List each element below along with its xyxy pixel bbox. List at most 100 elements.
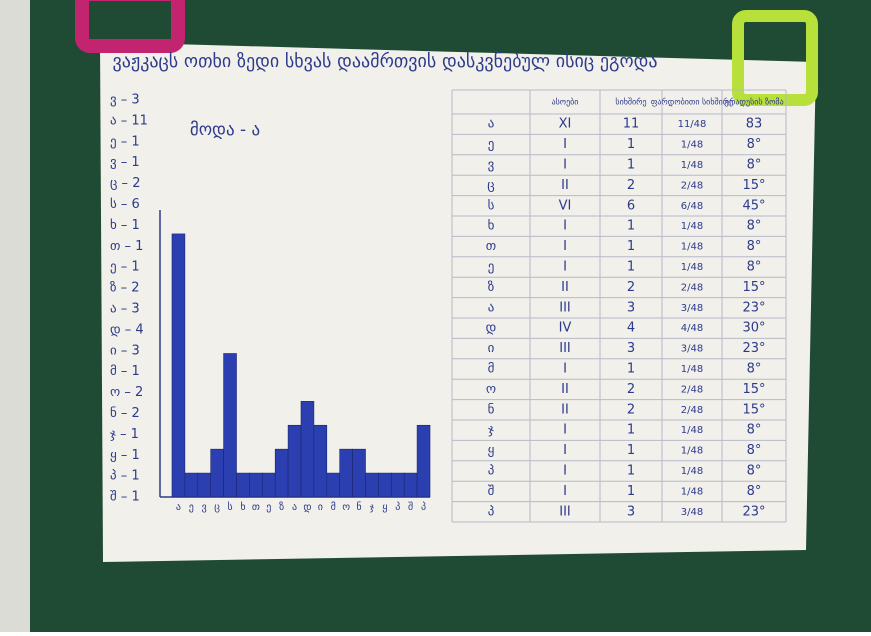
x-tick-label: შ [408, 501, 413, 513]
table-cell: 2 [627, 178, 635, 193]
table-cell: 8° [747, 464, 762, 479]
table-cell: III [559, 300, 571, 315]
table-header: ასოები [552, 97, 579, 107]
poster-title: ვაჟკაცს ოთხი ზედი სხვას დაამრთვის დასკვნ… [113, 51, 658, 72]
count-label: ე – 1 [110, 134, 140, 149]
bar [261, 472, 276, 498]
table-cell: 2 [627, 280, 635, 295]
table-cell: 8° [747, 260, 762, 275]
count-label: ა – 11 [110, 113, 148, 128]
chart: ვ – 3 ა – 11 ე – 1 ვ – 1 ც – 2 ს – 6 ხ – 1 თ – … [110, 93, 431, 513]
bar [274, 448, 289, 498]
table-cell: 3 [627, 300, 635, 315]
x-tick-label: ყ [382, 502, 387, 513]
table-cell: 2/48 [681, 405, 703, 416]
table-cell: 15° [742, 382, 765, 397]
table-cell: ა [488, 117, 495, 132]
table-cell: 1 [627, 362, 635, 377]
table-cell: III [559, 504, 571, 519]
table-cell: I [563, 484, 567, 499]
count-label: ა – 3 [110, 302, 140, 317]
count-label: ყ – 1 [110, 448, 140, 463]
table-cell: თ [486, 239, 496, 254]
table-cell: 8° [747, 158, 762, 173]
x-tick-label: ც [214, 502, 220, 513]
bar [390, 472, 405, 498]
x-tick-label: ა [292, 502, 297, 513]
table-cell: ე [488, 260, 495, 275]
table-cell: 11 [623, 117, 640, 132]
table-cell: 1 [627, 158, 635, 173]
table-cell: 4/48 [681, 323, 703, 334]
table-cell: ე [488, 137, 495, 152]
bar [171, 233, 186, 498]
count-label: შ – 1 [110, 490, 140, 505]
table-cell: 3 [627, 341, 635, 356]
bar [223, 353, 237, 498]
table-cell: პ [488, 504, 495, 519]
table-cell: 8° [747, 362, 762, 377]
table-cell: 1/48 [681, 466, 703, 477]
table-cell: 8° [747, 137, 762, 152]
bar [300, 401, 315, 498]
table-cell: 2 [627, 382, 635, 397]
table-cell: 1 [627, 423, 635, 438]
bar [210, 448, 224, 498]
x-tick-label: ო [342, 502, 350, 513]
x-tick-label: ა [176, 502, 181, 513]
table-cell: 1 [627, 443, 635, 458]
count-label: ს – 6 [110, 197, 140, 212]
table-cell: 23° [742, 341, 765, 356]
table-cell: 6 [627, 198, 635, 213]
table-cell: ყ [488, 443, 495, 458]
table-cell: ა [488, 300, 495, 315]
table-cell: 2/48 [681, 180, 703, 191]
table-cell: I [563, 423, 567, 438]
table-cell: ნ [488, 402, 495, 417]
table-header: გრადუსის ზომა [724, 97, 783, 107]
table-cell: 3 [627, 504, 635, 519]
table-cell: 1/48 [681, 262, 703, 273]
table-cell: 83 [746, 117, 763, 132]
table-cell: 8° [747, 484, 762, 499]
table-cell: ჯ [488, 423, 494, 438]
table-cell: ზ [488, 280, 495, 295]
table-cell: ი [488, 341, 495, 356]
x-tick-label: დ [303, 502, 311, 513]
chart-title: მოდა - ა [190, 120, 260, 140]
table-cell: მ [488, 362, 495, 377]
x-tick-label: ი [318, 502, 323, 513]
table-cell: I [563, 443, 567, 458]
board-frame [0, 0, 30, 632]
table-cell: 1 [627, 484, 635, 499]
table-cell: II [561, 382, 569, 397]
table-cell: ხ [488, 219, 495, 234]
count-label: დ – 4 [110, 322, 144, 337]
table-header: ფარდობითი სიხშირე [651, 97, 733, 107]
table-cell: IV [559, 321, 572, 336]
table-cell: XI [559, 117, 572, 132]
magnet [732, 10, 818, 106]
count-label: ო – 2 [110, 385, 143, 400]
bar [403, 472, 418, 498]
table-cell: 2/48 [681, 282, 703, 293]
table-cell: 11/48 [678, 119, 707, 130]
count-label: ვ – 3 [110, 93, 140, 108]
table-cell: 1/48 [681, 446, 703, 457]
bar [287, 424, 302, 498]
count-label: ხ – 1 [110, 218, 140, 233]
count-label: ჯ – 1 [110, 427, 139, 442]
table-cell: II [561, 280, 569, 295]
table-cell: ც [487, 178, 494, 193]
bar [197, 472, 212, 498]
table-cell: 23° [742, 300, 765, 315]
x-tick-label: ე [266, 502, 271, 513]
table-cell: 1/48 [681, 242, 703, 253]
count-label: ნ – 2 [110, 406, 140, 421]
table-cell: I [563, 260, 567, 275]
table-cell: I [563, 137, 567, 152]
table-cell: 1/48 [681, 425, 703, 436]
x-tick-label: ჯ [370, 502, 375, 513]
